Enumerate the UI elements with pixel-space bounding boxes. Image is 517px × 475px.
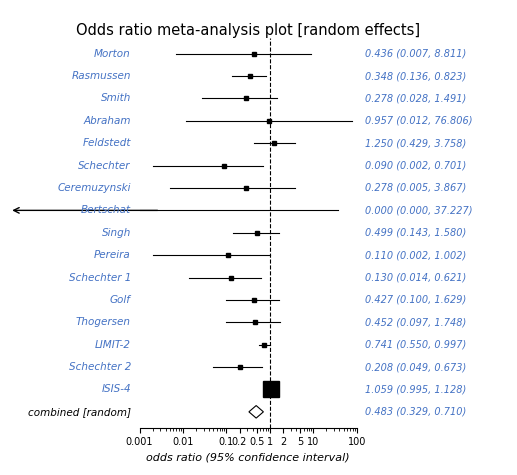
Text: 0.483 (0.329, 0.710): 0.483 (0.329, 0.710) bbox=[366, 407, 467, 417]
Text: Bertschat: Bertschat bbox=[81, 205, 131, 215]
Text: 0.208 (0.049, 0.673): 0.208 (0.049, 0.673) bbox=[366, 362, 467, 372]
Text: Singh: Singh bbox=[101, 228, 131, 238]
Text: 0.436 (0.007, 8.811): 0.436 (0.007, 8.811) bbox=[366, 48, 467, 59]
Text: Thogersen: Thogersen bbox=[76, 317, 131, 327]
Text: LIMIT-2: LIMIT-2 bbox=[95, 340, 131, 350]
Text: combined [random]: combined [random] bbox=[28, 407, 131, 417]
Text: Schechter: Schechter bbox=[79, 161, 131, 171]
Text: Schechter 1: Schechter 1 bbox=[69, 273, 131, 283]
Text: Smith: Smith bbox=[100, 94, 131, 104]
Text: Feldstedt: Feldstedt bbox=[82, 138, 131, 148]
Text: 1.250 (0.429, 3.758): 1.250 (0.429, 3.758) bbox=[366, 138, 467, 148]
Text: Abraham: Abraham bbox=[83, 116, 131, 126]
Text: 0.741 (0.550, 0.997): 0.741 (0.550, 0.997) bbox=[366, 340, 467, 350]
Title: Odds ratio meta-analysis plot [random effects]: Odds ratio meta-analysis plot [random ef… bbox=[76, 23, 420, 38]
Text: 0.110 (0.002, 1.002): 0.110 (0.002, 1.002) bbox=[366, 250, 467, 260]
Text: Schechter 2: Schechter 2 bbox=[69, 362, 131, 372]
Text: Morton: Morton bbox=[94, 48, 131, 59]
Text: Ceremuzynski: Ceremuzynski bbox=[57, 183, 131, 193]
Text: 0.090 (0.002, 0.701): 0.090 (0.002, 0.701) bbox=[366, 161, 467, 171]
Text: 0.278 (0.028, 1.491): 0.278 (0.028, 1.491) bbox=[366, 94, 467, 104]
Text: 0.452 (0.097, 1.748): 0.452 (0.097, 1.748) bbox=[366, 317, 467, 327]
Text: 0.348 (0.136, 0.823): 0.348 (0.136, 0.823) bbox=[366, 71, 467, 81]
Text: 0.000 (0.000, 37.227): 0.000 (0.000, 37.227) bbox=[366, 205, 473, 215]
Text: Golf: Golf bbox=[110, 295, 131, 305]
X-axis label: odds ratio (95% confidence interval): odds ratio (95% confidence interval) bbox=[146, 453, 350, 463]
Text: 0.499 (0.143, 1.580): 0.499 (0.143, 1.580) bbox=[366, 228, 467, 238]
Text: 0.427 (0.100, 1.629): 0.427 (0.100, 1.629) bbox=[366, 295, 467, 305]
Text: 1.059 (0.995, 1.128): 1.059 (0.995, 1.128) bbox=[366, 384, 467, 394]
Text: Pereira: Pereira bbox=[94, 250, 131, 260]
Text: 0.278 (0.005, 3.867): 0.278 (0.005, 3.867) bbox=[366, 183, 467, 193]
Polygon shape bbox=[249, 406, 264, 418]
Text: 0.957 (0.012, 76.806): 0.957 (0.012, 76.806) bbox=[366, 116, 473, 126]
Text: Rasmussen: Rasmussen bbox=[71, 71, 131, 81]
Text: 0.130 (0.014, 0.621): 0.130 (0.014, 0.621) bbox=[366, 273, 467, 283]
Text: ISIS-4: ISIS-4 bbox=[101, 384, 131, 394]
